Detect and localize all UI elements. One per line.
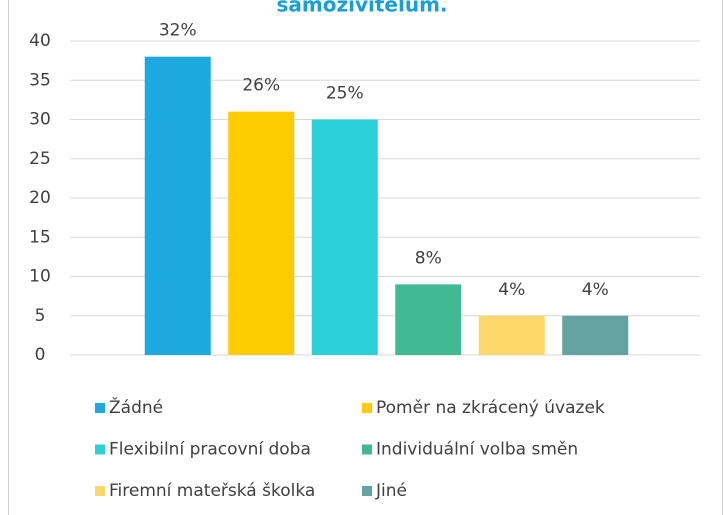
- legend-label: Žádné: [109, 396, 163, 418]
- y-tick-label: 10: [29, 267, 51, 287]
- bar: [478, 315, 545, 355]
- legend-swatch: [95, 486, 105, 496]
- y-tick-label: 40: [29, 31, 51, 51]
- bar: [395, 284, 462, 355]
- legend-swatch: [95, 403, 105, 413]
- legend-label: Poměr na zkrácený úvazek: [376, 398, 605, 418]
- legend-label: Flexibilní pracovní doba: [109, 440, 311, 460]
- legend-label: Individuální volba směn: [376, 440, 578, 460]
- y-tick-label: 15: [29, 227, 51, 247]
- chart-border: [8, 0, 723, 515]
- y-tick-label: 25: [29, 149, 51, 169]
- y-tick-label: 20: [29, 188, 51, 208]
- y-tick-label: 30: [29, 110, 51, 130]
- data-label: 4%: [582, 280, 609, 300]
- legend-swatch: [362, 486, 372, 496]
- data-label: 25%: [326, 84, 364, 104]
- bar: [311, 119, 378, 355]
- data-label: 8%: [415, 248, 442, 268]
- y-tick-label: 5: [35, 306, 46, 326]
- data-label: 26%: [242, 76, 280, 96]
- legend-label: Jiné: [375, 481, 407, 501]
- legend-label: Firemní mateřská školka: [109, 481, 315, 501]
- bar: [228, 111, 295, 356]
- chart-title: samoživitelům.: [276, 0, 447, 17]
- legend-swatch: [95, 444, 105, 455]
- bar: [562, 315, 629, 355]
- legend-swatch: [362, 403, 372, 413]
- y-tick-label: 0: [35, 345, 46, 365]
- data-label: 32%: [159, 21, 197, 41]
- data-label: 4%: [498, 280, 525, 300]
- y-tick-label: 35: [29, 70, 51, 90]
- bar: [144, 56, 211, 355]
- legend-swatch: [362, 444, 372, 455]
